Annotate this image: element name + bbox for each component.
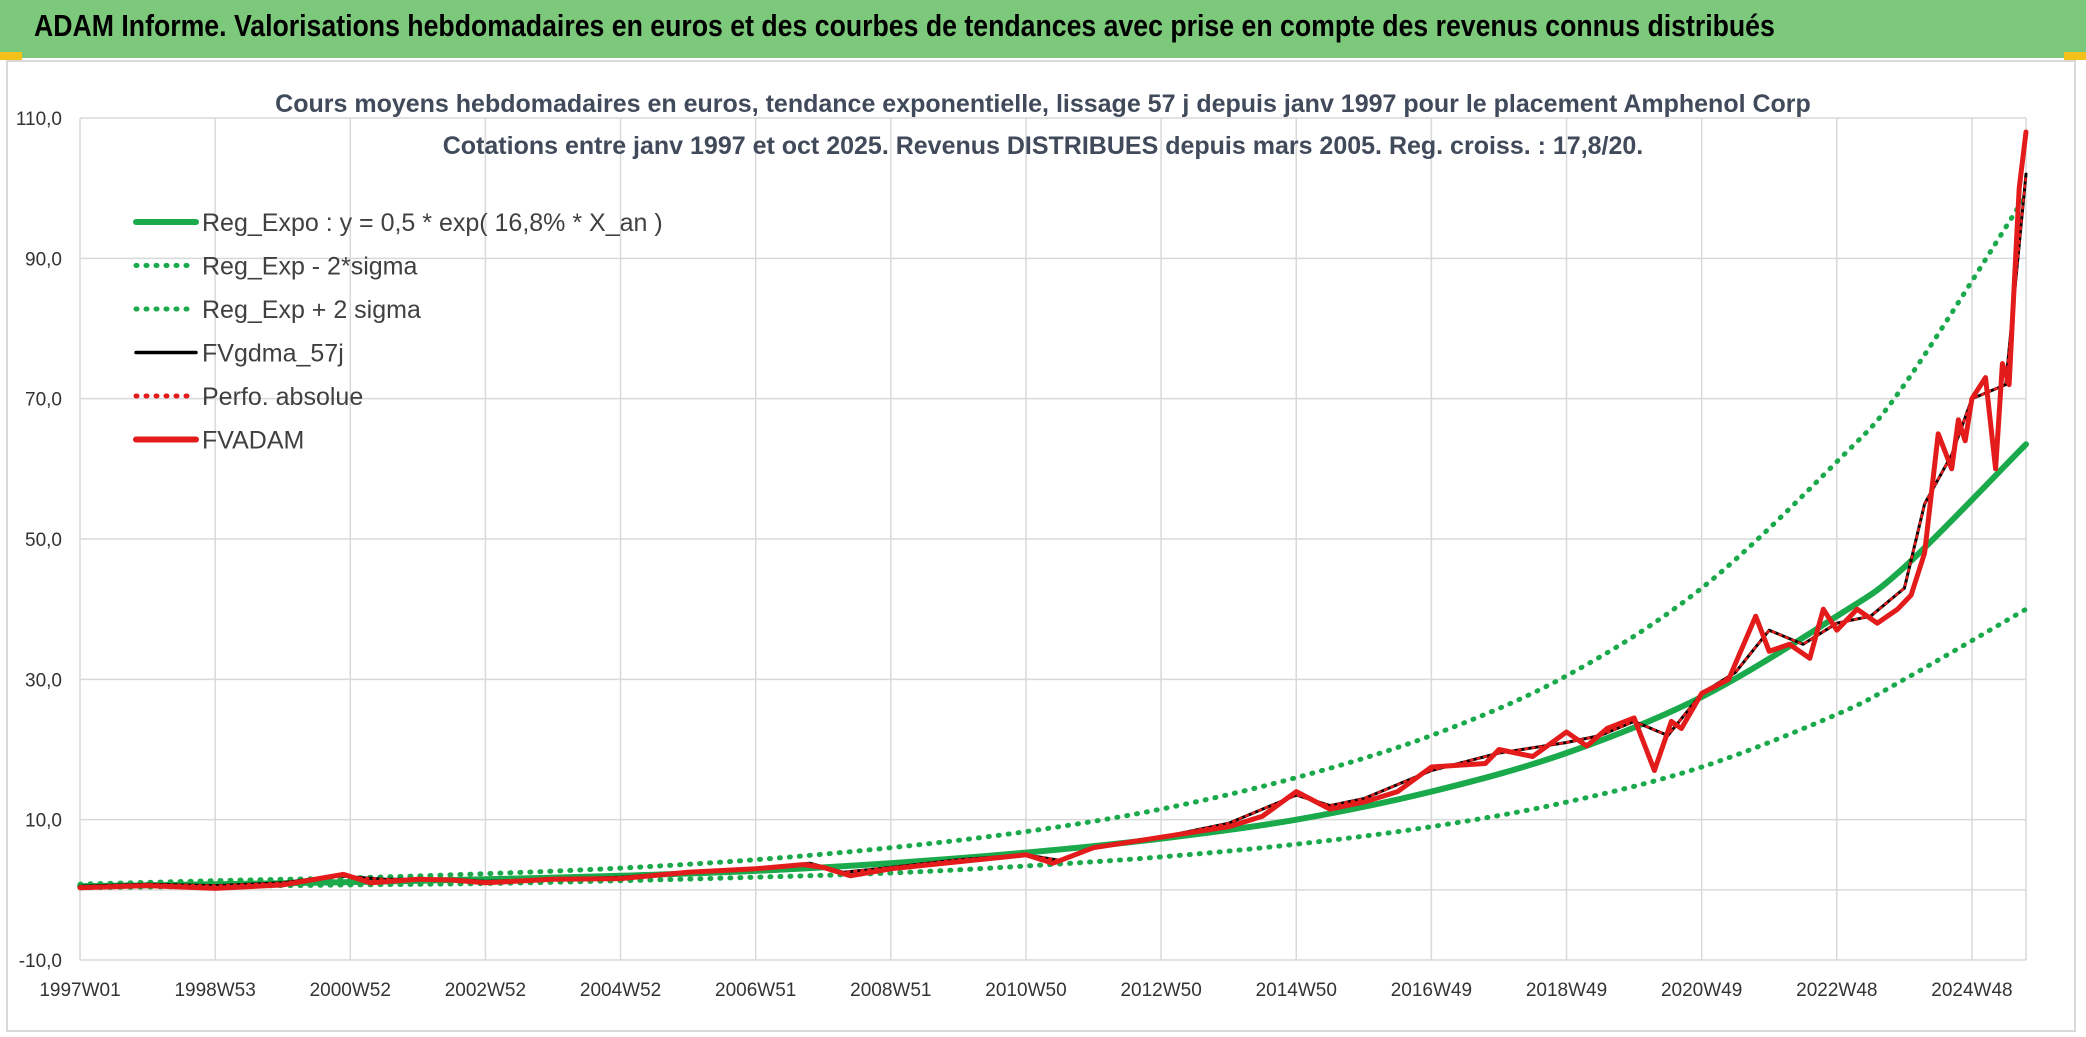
- legend-label: Perfo. absolue: [202, 383, 363, 411]
- x-tick-label: 2012W50: [1120, 980, 1201, 1001]
- x-tick-label: 1998W53: [174, 980, 255, 1001]
- banner-corner-right: [2064, 52, 2086, 60]
- x-axis-ticks: 1997W01 1998W53 2000W52 2002W52 2004W52 2006W…: [39, 980, 2012, 1001]
- x-tick-label: 2022W48: [1796, 980, 1877, 1001]
- y-axis-ticks: 110,0 90,0 70,0 50,0 30,0 10,0 -10,0: [16, 109, 62, 972]
- legend-label: FVADAM: [202, 427, 304, 455]
- y-tick-label: 10,0: [25, 811, 62, 832]
- x-tick-label: 2008W51: [850, 980, 931, 1001]
- series-line-fvadam: [77, 129, 2029, 891]
- x-tick-label: 2004W52: [580, 980, 661, 1001]
- x-tick-label: 2016W49: [1391, 980, 1472, 1001]
- y-tick-label: 70,0: [25, 390, 62, 411]
- y-tick-label: -10,0: [19, 951, 62, 972]
- y-tick-label: 110,0: [16, 109, 62, 130]
- x-tick-label: 1997W01: [39, 980, 120, 1001]
- legend-label: Reg_Exp - 2*sigma: [202, 253, 417, 281]
- grid: [79, 117, 2027, 961]
- y-tick-label: 50,0: [25, 530, 62, 551]
- x-tick-label: 2006W51: [715, 980, 796, 1001]
- legend: Reg_Expo : y = 0,5 * exp( 16,8% * X_an )…: [133, 209, 663, 455]
- series: [77, 129, 2029, 891]
- series-line-reg-exp-2-sigma: [77, 606, 2029, 891]
- report-title: ADAM Informe. Valorisations hebdomadaire…: [34, 8, 1775, 43]
- y-tick-label: 30,0: [25, 670, 62, 691]
- x-tick-label: 2002W52: [445, 980, 526, 1001]
- chart-frame: [6, 60, 2076, 1032]
- x-tick-label: 2020W49: [1661, 980, 1742, 1001]
- x-tick-label: 2014W50: [1256, 980, 1337, 1001]
- chart-title: Cours moyens hebdomadaires en euros, ten…: [275, 90, 1811, 118]
- y-tick-label: 90,0: [25, 249, 62, 270]
- x-tick-label: 2010W50: [985, 980, 1066, 1001]
- header-banner: ADAM Informe. Valorisations hebdomadaire…: [0, 0, 2086, 58]
- x-tick-label: 2018W49: [1526, 980, 1607, 1001]
- series-line-reg-exp-2-sigma: [77, 192, 2029, 887]
- chart-subtitle: Cotations entre janv 1997 et oct 2025. R…: [443, 132, 1644, 160]
- x-tick-label: 2024W48: [1931, 980, 2012, 1001]
- series-line-perfo-absolue: [78, 172, 2028, 888]
- series-line-fvgdma-57j: [78, 172, 2028, 888]
- banner-corner-left: [0, 52, 22, 60]
- legend-label: Reg_Exp + 2 sigma: [202, 296, 421, 324]
- legend-label: Reg_Expo : y = 0,5 * exp( 16,8% * X_an ): [202, 209, 663, 237]
- x-tick-label: 2000W52: [310, 980, 391, 1001]
- legend-label: FVgdma_57j: [202, 340, 344, 368]
